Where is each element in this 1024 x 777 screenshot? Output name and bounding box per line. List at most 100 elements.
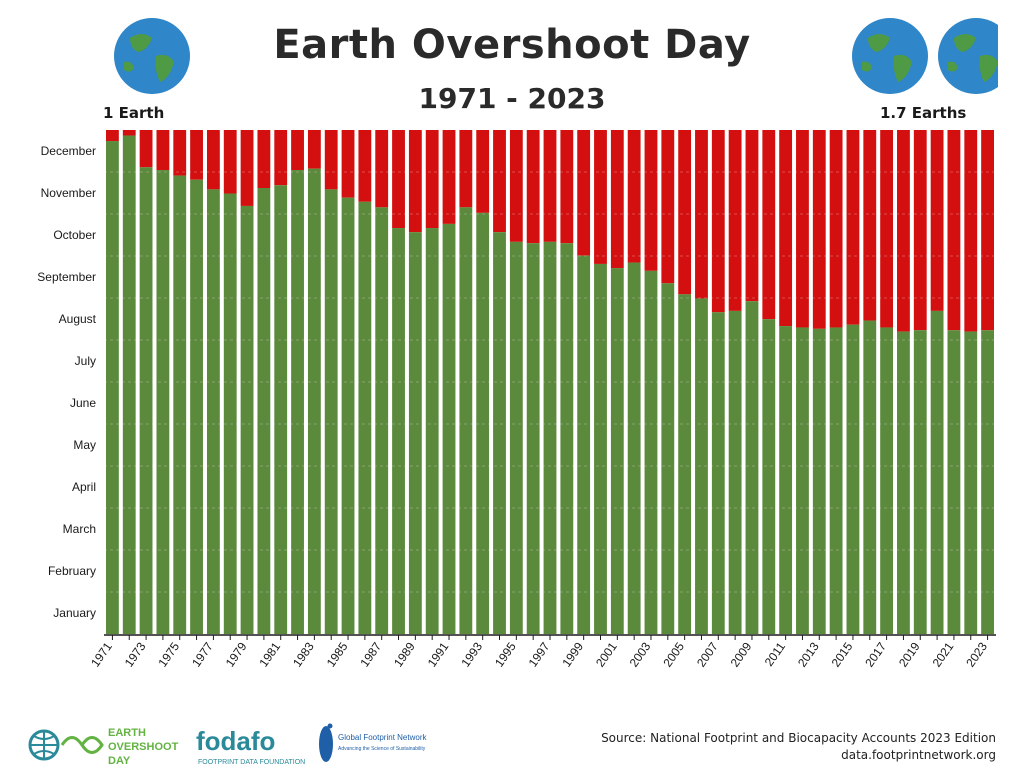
bar-red-2012 — [796, 130, 809, 328]
bar-red-1997 — [543, 130, 557, 242]
overshoot-bar-chart: January February March April May June July Augu… — [37, 130, 996, 670]
x-tick-label: 2021 — [930, 639, 957, 669]
y-tick-label: April — [72, 480, 96, 494]
chart-subtitle: 1971 - 2023 — [418, 82, 606, 115]
bar-red-1980 — [257, 130, 271, 188]
bar-red-1996 — [526, 130, 540, 244]
source-url: data.footprintnetwork.org — [841, 748, 996, 762]
logo-gfn-name: Global Footprint Network — [338, 733, 427, 742]
bar-red-2004 — [661, 130, 675, 284]
bar-green-1998 — [560, 243, 574, 634]
bar-green-1986 — [358, 201, 372, 634]
source-line: Source: National Footprint and Biocapaci… — [601, 731, 996, 745]
bar-green-1980 — [257, 187, 271, 635]
x-tick-label: 2013 — [795, 639, 822, 669]
bar-green-2013 — [812, 328, 826, 634]
bar-green-2022 — [964, 331, 978, 634]
bar-red-2023 — [981, 130, 994, 331]
bar-green-1977 — [206, 189, 220, 634]
bar-green-2020 — [930, 310, 944, 634]
bar-green-2018 — [897, 331, 910, 634]
logo-fodafo-sub: FOOTPRINT DATA FOUNDATION — [198, 759, 305, 766]
bar-red-1981 — [274, 130, 288, 186]
x-tick-label: 1991 — [425, 639, 452, 669]
bar-green-2012 — [796, 327, 809, 634]
bar-red-1993 — [476, 130, 490, 213]
bar-red-1995 — [509, 130, 523, 242]
bar-red-1973 — [139, 130, 153, 168]
logo-eod-line1: EARTH — [108, 727, 146, 739]
bar-red-1971 — [106, 130, 119, 142]
bar-green-1993 — [476, 212, 490, 635]
bar-red-1972 — [122, 130, 136, 136]
bar-green-1999 — [577, 255, 591, 635]
bar-red-1974 — [156, 130, 170, 171]
bar-green-2001 — [610, 268, 624, 634]
bar-red-1983 — [307, 130, 321, 169]
chart-title: Earth Overshoot Day — [273, 22, 751, 68]
y-tick-label: December — [41, 144, 96, 158]
bar-green-2023 — [981, 330, 994, 634]
bar-green-1997 — [543, 241, 557, 635]
logo-fodafo-name: FODAFO — [196, 726, 275, 756]
bar-red-1998 — [560, 130, 574, 244]
one-earth-label: 1 Earth — [103, 104, 165, 122]
y-tick-label: September — [37, 270, 96, 284]
bar-red-1994 — [493, 130, 506, 233]
bar-red-2010 — [762, 130, 776, 320]
x-tick-label: 1995 — [492, 639, 519, 669]
bar-red-1989 — [408, 130, 422, 233]
x-tick-label: 2023 — [963, 639, 990, 669]
bar-red-2006 — [695, 130, 708, 299]
bar-red-2015 — [846, 130, 860, 325]
bar-green-1982 — [291, 170, 304, 635]
bar-red-2016 — [863, 130, 877, 321]
bar-green-1975 — [173, 175, 187, 634]
x-tick-label: 2015 — [829, 639, 856, 669]
bar-red-2014 — [829, 130, 843, 328]
fodafo-logo: FODAFO FOOTPRINT DATA FOUNDATION — [196, 722, 311, 772]
bar-green-2009 — [745, 301, 759, 634]
bar-green-1991 — [442, 223, 456, 635]
bar-green-1995 — [509, 241, 523, 635]
bar-red-2017 — [880, 130, 894, 328]
bar-green-1990 — [425, 228, 439, 634]
bar-green-1992 — [459, 207, 473, 634]
x-tick-label: 2003 — [627, 639, 654, 669]
bar-green-2021 — [947, 330, 961, 634]
x-tick-label: 2017 — [862, 639, 889, 669]
bar-green-1979 — [240, 205, 254, 635]
bar-red-1984 — [324, 130, 338, 190]
earth-overshoot-day-logo: EARTH OVERSHOOT DAY — [26, 722, 191, 772]
bar-green-1973 — [139, 167, 153, 634]
x-tick-label: 1983 — [290, 639, 317, 669]
bar-red-2018 — [897, 130, 910, 332]
bar-red-1976 — [190, 130, 203, 180]
x-tick-label: 2009 — [728, 639, 755, 669]
bar-red-1986 — [358, 130, 372, 202]
bar-red-1987 — [375, 130, 389, 208]
x-tick-label: 2007 — [694, 639, 721, 669]
bar-green-1984 — [324, 189, 338, 634]
bar-green-1972 — [122, 135, 136, 634]
source-note: Source: National Footprint and Biocapaci… — [601, 730, 996, 764]
bar-green-1985 — [341, 197, 355, 634]
bar-red-2013 — [812, 130, 826, 329]
bar-red-2019 — [913, 130, 927, 331]
bar-red-2008 — [728, 130, 742, 311]
bar-red-2021 — [947, 130, 961, 331]
bar-red-1991 — [442, 130, 456, 224]
bar-green-1978 — [223, 193, 237, 634]
x-tick-label: 2005 — [660, 639, 687, 669]
y-tick-label: July — [75, 354, 96, 368]
y-tick-label: June — [70, 396, 96, 410]
logo-gfn-sub: Advancing the Science of Sustainability — [338, 746, 426, 752]
y-tick-label: January — [53, 606, 96, 620]
bar-green-1987 — [375, 207, 389, 634]
bar-red-2001 — [610, 130, 624, 269]
bar-green-1996 — [526, 243, 540, 634]
x-tick-label: 1987 — [357, 639, 384, 669]
earths-label: 1.7 Earths — [880, 104, 967, 122]
bar-green-2016 — [863, 320, 877, 634]
bar-red-2005 — [678, 130, 692, 295]
